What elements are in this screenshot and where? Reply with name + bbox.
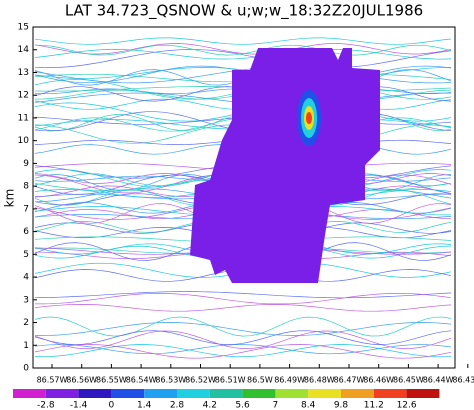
y-tick-label: 9 (23, 159, 29, 169)
colorbar-label: 7 (273, 401, 279, 410)
colorbar-label: 4.2 (203, 401, 217, 410)
y-tick-label: 4 (23, 273, 29, 283)
x-tick-label: 86.43W (452, 376, 474, 385)
colorbar-label: 2.8 (170, 401, 185, 410)
y-tick-label: 6 (23, 227, 29, 237)
streamline (35, 293, 452, 305)
x-tick-label: 86.46W (363, 376, 394, 385)
streamline (34, 344, 452, 358)
streamline (34, 37, 452, 45)
colorbar-label: 11.2 (364, 401, 384, 410)
x-tick-label: 86.53W (155, 376, 186, 385)
y-tick-label: 15 (18, 23, 29, 33)
colorbar-label: 0 (109, 401, 115, 410)
chart-title: LAT 34.723_QSNOW & u;w;w_18:32Z20JUL1986 (65, 2, 423, 21)
streamline (34, 49, 452, 60)
streamline (34, 66, 452, 84)
y-tick-label: 5 (23, 250, 29, 260)
y-axis-label: km (3, 189, 17, 208)
colorbar-swatch (209, 389, 243, 398)
x-tick-label: 86.44W (423, 376, 454, 385)
colorbar-label: -2.8 (37, 401, 55, 410)
colorbar-swatch (275, 389, 309, 398)
colorbar-swatch (78, 389, 112, 398)
x-tick-label: 86.52W (185, 376, 216, 385)
y-tick-label: 8 (23, 182, 29, 192)
colorbar-swatch (341, 389, 374, 398)
x-tick-label: 86.48W (304, 376, 335, 385)
x-tick-label: 86.56W (66, 376, 97, 385)
y-tick-label: 0 (23, 364, 29, 374)
colorbar-swatch (144, 389, 177, 398)
plot-frame (32, 26, 456, 369)
streamline (34, 304, 452, 312)
y-tick-label: 14 (18, 45, 30, 55)
colorbar-swatch (406, 389, 440, 398)
x-tick-label: 86.5W (247, 376, 273, 385)
y-tick-label: 7 (23, 204, 29, 214)
colorbar-swatch (308, 389, 341, 398)
colorbar-label: 5.6 (235, 401, 250, 410)
colorbar-swatch (177, 389, 210, 398)
streamline (34, 344, 452, 355)
streamline (34, 344, 452, 359)
y-tick-label: 10 (18, 136, 30, 146)
colorbar-label: 8.4 (301, 401, 316, 410)
y-tick-label: 1 (23, 341, 29, 351)
colorbar-swatch (111, 389, 145, 398)
streamline (34, 44, 452, 56)
streamline (34, 49, 452, 68)
colorbar-swatch (45, 389, 79, 398)
x-tick-label: 86.51W (215, 376, 246, 385)
colorbar-swatch (242, 389, 276, 398)
streamline (34, 43, 452, 55)
streamline (34, 330, 452, 345)
snow-field (190, 48, 380, 283)
streamline (34, 322, 452, 336)
x-tick-label: 86.54W (126, 376, 157, 385)
x-tick-label: 86.47W (334, 376, 365, 385)
colorbar-label: 9.8 (334, 401, 349, 410)
colorbar-label: 1.4 (137, 401, 152, 410)
colorbar-swatch (373, 389, 407, 398)
colorbar-label: 12.6 (397, 401, 417, 410)
y-tick-label: 13 (18, 68, 29, 78)
x-tick-label: 86.55W (96, 376, 127, 385)
x-tick-label: 86.57W (37, 376, 68, 385)
y-tick-label: 11 (18, 113, 29, 123)
streamline (34, 291, 452, 299)
y-tick-label: 12 (18, 91, 29, 101)
colorbar-label: -1.4 (70, 401, 88, 410)
y-tick-label: 3 (23, 295, 29, 305)
y-tick-label: 2 (23, 318, 29, 328)
streamline (34, 316, 452, 337)
colorbar-swatch (13, 389, 46, 398)
x-tick-label: 86.45W (393, 376, 424, 385)
x-tick-label: 86.49W (274, 376, 305, 385)
